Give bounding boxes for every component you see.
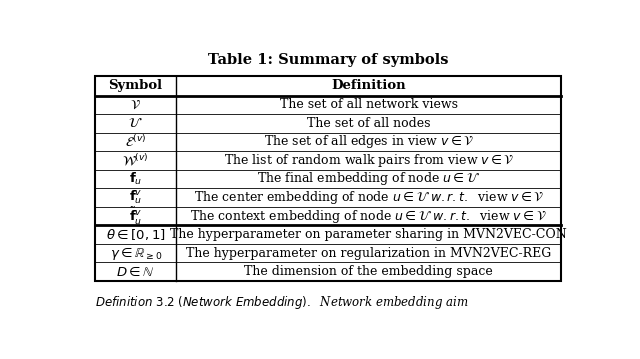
Text: Table 1: Summary of symbols: Table 1: Summary of symbols bbox=[208, 53, 448, 67]
Text: $D \in \mathbb{N}$: $D \in \mathbb{N}$ bbox=[116, 265, 155, 279]
Text: $\it{Definition\ 3.2\ (Network\ Embedding).}$  Network embedding aim: $\it{Definition\ 3.2\ (Network\ Embeddin… bbox=[95, 294, 468, 311]
Text: The hyperparameter on parameter sharing in MVN2VEC-CON: The hyperparameter on parameter sharing … bbox=[170, 228, 567, 241]
Text: The dimension of the embedding space: The dimension of the embedding space bbox=[244, 265, 493, 278]
Text: The hyperparameter on regularization in MVN2VEC-REG: The hyperparameter on regularization in … bbox=[186, 247, 552, 260]
Text: The center embedding of node $u \in \mathcal{U}$ $\mathit{w.r.t.}$  view $v \in : The center embedding of node $u \in \mat… bbox=[193, 189, 544, 206]
Text: $\mathbf{f}_u^v$: $\mathbf{f}_u^v$ bbox=[129, 189, 143, 206]
Text: The list of random walk pairs from view $v \in \mathcal{V}$: The list of random walk pairs from view … bbox=[223, 152, 514, 169]
Text: $\mathbf{f}_u$: $\mathbf{f}_u$ bbox=[129, 171, 142, 187]
Text: The context embedding of node $u \in \mathcal{U}$ $\mathit{w.r.t.}$  view $v \in: The context embedding of node $u \in \ma… bbox=[191, 208, 547, 224]
Text: The set of all nodes: The set of all nodes bbox=[307, 117, 431, 130]
Text: The final embedding of node $u \in \mathcal{U}$: The final embedding of node $u \in \math… bbox=[257, 171, 481, 187]
Text: $\theta \in [0, 1]$: $\theta \in [0, 1]$ bbox=[106, 227, 166, 242]
Text: $\mathcal{W}^{(v)}$: $\mathcal{W}^{(v)}$ bbox=[122, 153, 149, 168]
Text: $\tilde{\mathbf{f}}_u^v$: $\tilde{\mathbf{f}}_u^v$ bbox=[129, 205, 143, 227]
Text: $\mathcal{U}$: $\mathcal{U}$ bbox=[129, 117, 143, 130]
Text: $\mathcal{E}^{(v)}$: $\mathcal{E}^{(v)}$ bbox=[125, 134, 147, 150]
Text: $\gamma \in \mathbb{R}_{\geq 0}$: $\gamma \in \mathbb{R}_{\geq 0}$ bbox=[109, 244, 162, 262]
Text: The set of all edges in view $v \in \mathcal{V}$: The set of all edges in view $v \in \mat… bbox=[264, 134, 474, 150]
Text: Definition: Definition bbox=[332, 79, 406, 93]
Text: The set of all network views: The set of all network views bbox=[280, 98, 458, 111]
Text: Symbol: Symbol bbox=[109, 79, 163, 93]
Text: $\mathcal{V}$: $\mathcal{V}$ bbox=[130, 98, 141, 111]
